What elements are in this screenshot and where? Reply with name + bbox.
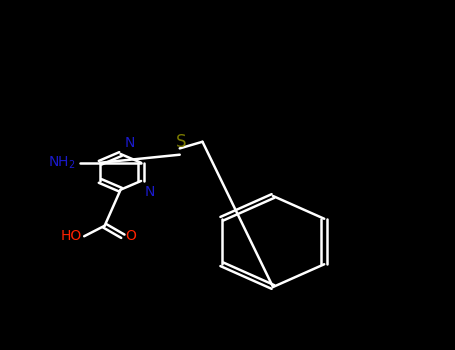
Text: HO: HO — [61, 229, 82, 243]
Text: NH$_2$: NH$_2$ — [48, 155, 76, 171]
Text: S: S — [176, 133, 187, 151]
Text: O: O — [125, 229, 136, 243]
Text: N: N — [145, 185, 155, 199]
Text: N: N — [124, 136, 135, 150]
